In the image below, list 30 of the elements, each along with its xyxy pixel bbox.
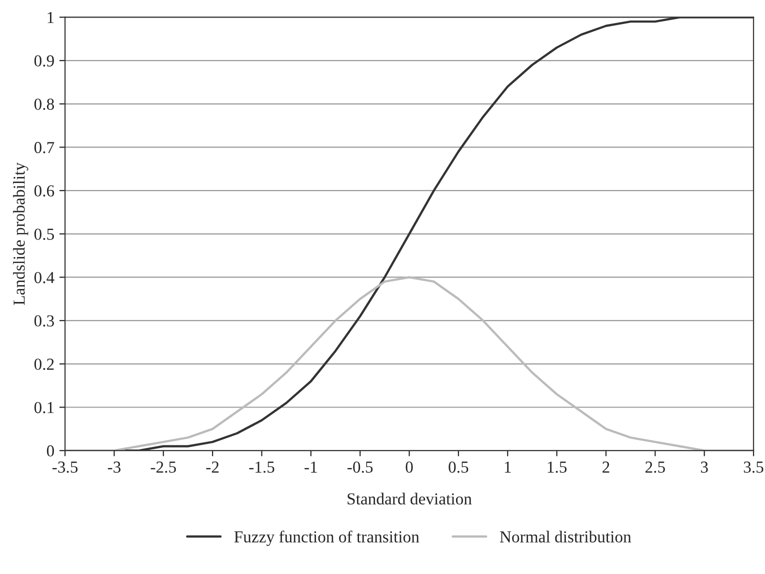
- y-tick-label: 0.5: [34, 228, 54, 240]
- x-tick-label: -2: [206, 462, 219, 473]
- x-tick-label: -1.5: [249, 462, 274, 473]
- y-tick-label: 0.2: [34, 358, 54, 370]
- x-tick-label: -3.5: [52, 462, 78, 473]
- y-tick-label: 1: [48, 12, 54, 24]
- legend-label: Fuzzy function of transition: [234, 530, 420, 546]
- x-tick-label: -3: [108, 462, 120, 473]
- x-tick-label: 3: [700, 462, 708, 473]
- x-tick-label: 1: [504, 462, 511, 473]
- y-tick-label: 0.6: [34, 185, 54, 197]
- y-tick-label: 0.7: [34, 142, 54, 154]
- x-tick-label: -1: [304, 462, 317, 473]
- x-tick-label: 0.5: [448, 461, 468, 473]
- x-axis-title: Standard deviation: [348, 492, 472, 505]
- x-tick-label: -0.5: [348, 461, 373, 473]
- y-axis-title: Landslide probability: [13, 162, 28, 305]
- y-tick-label: 0: [46, 445, 54, 457]
- y-tick-label: 0.1: [34, 402, 54, 414]
- y-tick-label: 0.3: [34, 315, 54, 327]
- x-tick-label: 2.5: [645, 462, 665, 473]
- x-tick-label: -2.5: [150, 462, 176, 473]
- x-tick-label: 0: [406, 461, 413, 473]
- legend-label: Normal distribution: [500, 530, 632, 542]
- y-tick-label: 0.8: [34, 98, 54, 110]
- x-tick-label: 1.5: [548, 462, 567, 473]
- y-tick-label: 0.4: [34, 272, 54, 284]
- x-tick-label: 3.5: [744, 462, 764, 473]
- x-tick-label: 2: [602, 462, 610, 473]
- y-tick-label: 0.9: [34, 55, 54, 67]
